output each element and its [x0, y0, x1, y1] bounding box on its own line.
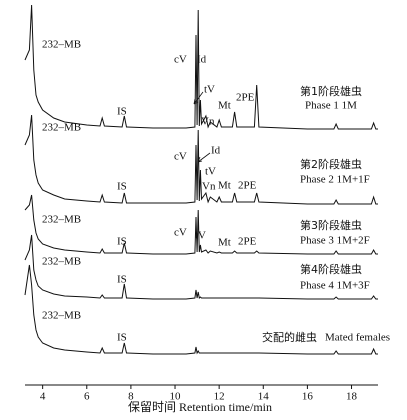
- trace: [24, 194, 378, 255]
- series-name: 交配的雌虫: [262, 330, 317, 344]
- trace: [24, 4, 378, 130]
- peak-label: IS: [117, 106, 127, 118]
- peak-label: Mt: [218, 237, 231, 249]
- trace: [24, 264, 378, 355]
- peak-label: cV: [174, 54, 187, 66]
- peak-label: Mt: [218, 180, 231, 192]
- peak-label: cV: [174, 151, 187, 163]
- series-name-en: Mated females: [325, 332, 390, 344]
- x-axis-label: 保留时间 Retention time/min: [128, 400, 272, 414]
- peak-label: 232–MB: [42, 256, 81, 268]
- peak-label: IS: [117, 181, 127, 193]
- series-name: 第1阶段雄虫: [300, 84, 362, 98]
- x-tick-label: 12: [214, 391, 225, 403]
- peak-label: 232–MB: [42, 214, 81, 226]
- peak-label: 232–MB: [42, 39, 81, 51]
- peak-label: Vn: [201, 116, 215, 128]
- x-tick-label: 4: [40, 391, 46, 403]
- series-name: 第2阶段雄虫: [300, 157, 362, 171]
- peak-label: Id: [211, 145, 221, 157]
- peak-label: 2PE: [238, 180, 257, 192]
- peak-label: 2PE: [236, 92, 255, 104]
- peak-label: IS: [117, 236, 127, 248]
- peak-label: Id: [197, 54, 207, 66]
- peak-label: Mt: [218, 100, 231, 112]
- peak-label: 232–MB: [42, 310, 81, 322]
- series-name: 第4阶段雄虫: [300, 262, 362, 276]
- trace: [24, 234, 378, 300]
- series-name: 第3阶段雄虫: [300, 218, 362, 232]
- trace: [24, 114, 378, 205]
- x-tick-label: 8: [128, 391, 134, 403]
- x-tick-label: 14: [258, 391, 270, 403]
- x-tick-label: 18: [346, 391, 358, 403]
- peak-label: 2PE: [238, 236, 257, 248]
- peak-label: IS: [117, 274, 127, 286]
- peak-label: 232–MB: [42, 122, 81, 134]
- peak-label: tV: [195, 230, 206, 242]
- peak-label: IS: [117, 332, 127, 344]
- x-tick-label: 16: [302, 391, 314, 403]
- series-name-en: Phase 3 1M+2F: [300, 235, 370, 247]
- series-name-en: Phase 4 1M+3F: [300, 280, 370, 292]
- x-tick-label: 10: [170, 391, 182, 403]
- peak-label: tV: [204, 84, 215, 96]
- peak-label: tV: [205, 166, 216, 178]
- peak-label: cV: [174, 227, 187, 239]
- x-tick-label: 6: [84, 391, 90, 403]
- series-name-en: Phase 2 1M+1F: [300, 174, 370, 186]
- peak-label: Vn: [202, 181, 216, 193]
- series-name-en: Phase 1 1M: [305, 100, 357, 112]
